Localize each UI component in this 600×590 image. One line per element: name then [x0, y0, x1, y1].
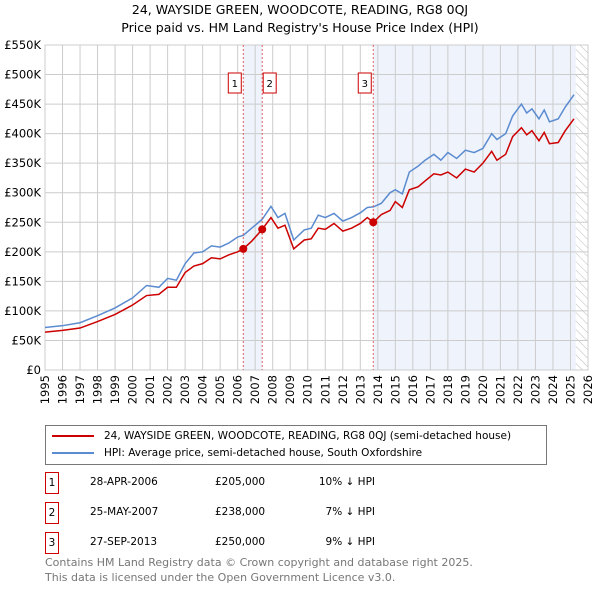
x-tick-label: 2009 — [283, 375, 297, 404]
sale-number: 3 — [45, 532, 59, 554]
y-tick-label: £0 — [26, 363, 41, 377]
sale-price: £238,000 — [215, 506, 266, 518]
y-tick-label: £550K — [4, 38, 41, 52]
x-tick-label: 2022 — [511, 375, 525, 404]
x-tick-label: 2011 — [318, 375, 332, 404]
x-tick-label: 2021 — [493, 375, 507, 404]
sale-date: 25-MAY-2007 — [90, 506, 159, 518]
x-tick-label: 1998 — [91, 375, 105, 404]
y-tick-label: £300K — [4, 186, 41, 200]
y-tick-label: £400K — [4, 127, 41, 141]
legend-blue-line — [52, 452, 94, 454]
x-tick-label: 2018 — [441, 375, 455, 404]
x-tick-label: 2026 — [581, 375, 595, 404]
x-tick-label: 2008 — [266, 375, 280, 404]
y-tick-label: £450K — [4, 97, 41, 111]
sale-row: 3 27-SEP-2013 £250,000 9% ↓ HPI — [45, 532, 385, 554]
sale-number: 1 — [45, 472, 59, 494]
series-line — [44, 94, 575, 329]
x-tick-label: 2025 — [563, 375, 577, 404]
x-tick-label: 2010 — [301, 375, 315, 404]
y-tick-label: £100K — [4, 304, 41, 318]
x-tick-label: 2002 — [161, 375, 175, 404]
y-tick-label: £150K — [4, 274, 41, 288]
x-tick-label: 2012 — [336, 375, 350, 404]
x-tick-label: 2005 — [213, 375, 227, 404]
sale-price: £205,000 — [215, 476, 266, 488]
x-tick-label: 2006 — [231, 375, 245, 404]
sale-row: 2 25-MAY-2007 £238,000 7% ↓ HPI — [45, 502, 385, 524]
sale-row: 1 28-APR-2006 £205,000 10% ↓ HPI — [45, 472, 385, 494]
y-tick-label: £350K — [4, 156, 41, 170]
x-tick-label: 2017 — [423, 375, 437, 404]
x-tick-label: 1997 — [73, 375, 87, 404]
y-tick-label: £50K — [12, 333, 42, 347]
sale-label-box — [227, 72, 242, 94]
footer-licence: This data is licensed under the Open Gov… — [45, 571, 396, 584]
sale-label-box — [262, 72, 277, 94]
x-tick-label: 1995 — [38, 375, 52, 404]
sale-point — [258, 225, 267, 234]
sale-date: 27-SEP-2013 — [90, 536, 158, 548]
y-tick-label: £200K — [4, 245, 41, 259]
shaded-region — [373, 45, 576, 370]
x-tick-label: 2001 — [143, 375, 157, 404]
sale-date: 28-APR-2006 — [90, 476, 158, 488]
y-tick-label: £500K — [4, 68, 41, 82]
legend-red-line — [52, 435, 94, 437]
plot-frame — [44, 44, 589, 371]
sale-hpi-diff: 9% ↓ HPI — [325, 536, 375, 548]
forecast-hatch — [575, 45, 588, 370]
x-tick-label: 2020 — [476, 375, 490, 404]
chart: £0 £50K £100K £150K £200K £250K £300K £350K £400… — [4, 38, 595, 404]
sale-point — [369, 218, 378, 227]
x-tick-label: 2000 — [126, 375, 140, 404]
footer-copyright: Contains HM Land Registry data © Crown c… — [45, 556, 473, 569]
x-tick-label: 2016 — [406, 375, 420, 404]
x-tick-label: 2024 — [546, 375, 560, 404]
sale-number: 2 — [45, 502, 59, 524]
x-tick-label: 2014 — [371, 375, 385, 404]
x-tick-label: 2013 — [353, 375, 367, 404]
x-tick-label: 2023 — [528, 375, 542, 404]
y-tick-label: £250K — [4, 215, 41, 229]
sale-label: 1 — [232, 79, 238, 90]
x-tick-label: 2019 — [458, 375, 472, 404]
chart-subtitle: Price paid vs. HM Land Registry's House … — [121, 20, 479, 35]
sale-point — [239, 244, 248, 253]
x-tick-label: 1996 — [56, 375, 70, 404]
sale-label-box — [357, 72, 372, 94]
sale-hpi-diff: 10% ↓ HPI — [318, 476, 375, 488]
legend: 24, WAYSIDE GREEN, WOODCOTE, READING, RG… — [45, 425, 547, 465]
legend-label-hpi: HPI: Average price, semi-detached house,… — [104, 447, 423, 459]
x-tick-label: 2007 — [248, 375, 262, 404]
shaded-region — [243, 45, 263, 370]
legend-label-property: 24, WAYSIDE GREEN, WOODCOTE, READING, RG… — [104, 430, 512, 442]
sale-label: 2 — [267, 79, 273, 90]
sale-label: 3 — [362, 79, 368, 90]
chart-title: 24, WAYSIDE GREEN, WOODCOTE, READING, RG… — [131, 2, 469, 17]
series-line — [44, 118, 575, 333]
x-tick-label: 2003 — [178, 375, 192, 404]
x-tick-label: 2015 — [388, 375, 402, 404]
sale-hpi-diff: 7% ↓ HPI — [325, 506, 375, 518]
x-tick-label: 2004 — [196, 375, 210, 404]
x-tick-label: 1999 — [108, 375, 122, 404]
sale-price: £250,000 — [215, 536, 266, 548]
